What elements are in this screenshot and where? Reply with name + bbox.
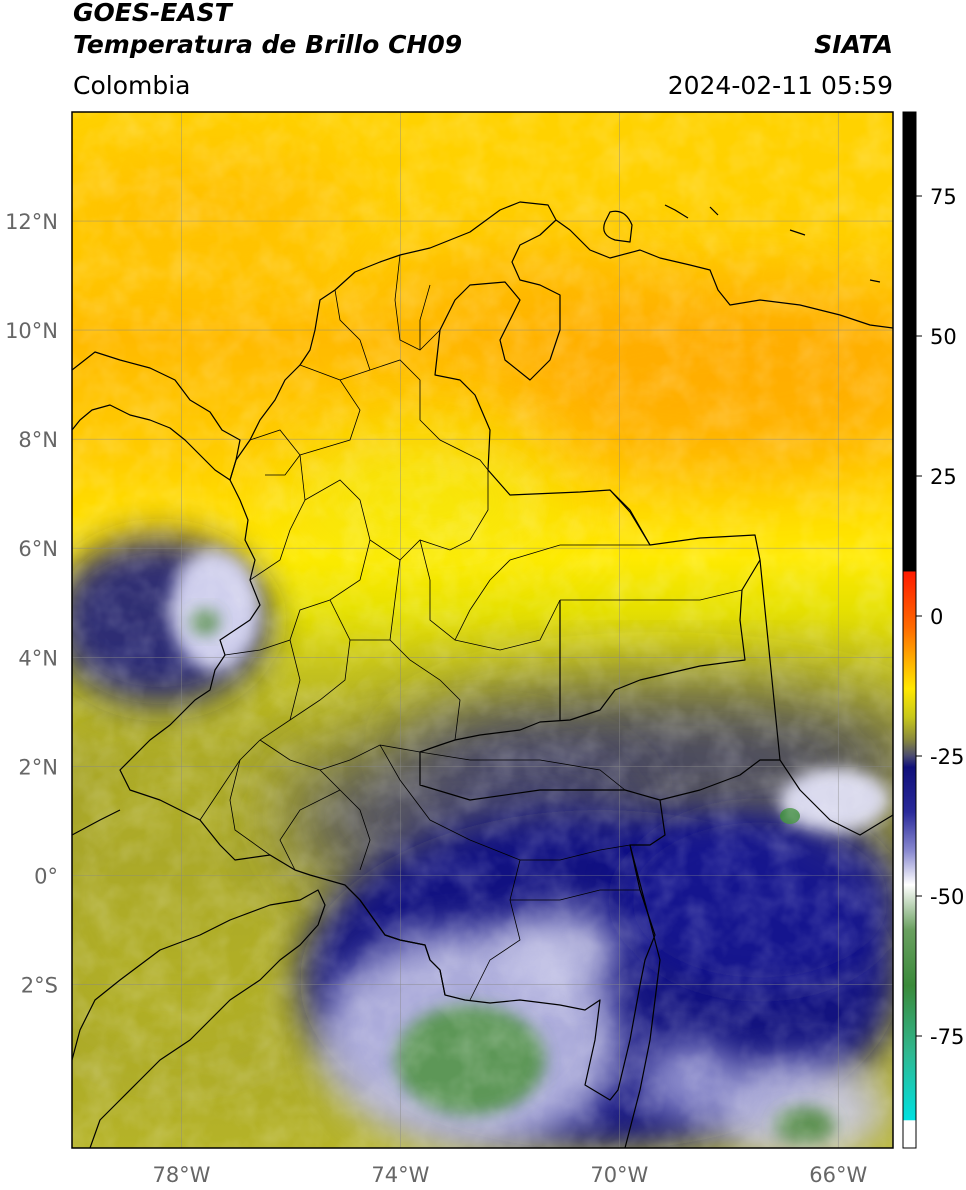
venezuela-colombia-border <box>609 489 651 546</box>
colorbar-tick-label: 50 <box>930 325 957 349</box>
lon-tick-label: 70°W <box>590 1163 648 1187</box>
longitude-labels: 78°W 74°W 70°W 66°W <box>152 1163 867 1187</box>
borders-coastlines <box>72 201 893 1148</box>
east-islands <box>789 229 881 283</box>
map-frame <box>71 111 894 1149</box>
title-line-2: Temperatura de Brillo CH09 <box>73 30 463 59</box>
guyana-border <box>759 559 893 836</box>
lat-tick-label: 4°N <box>18 646 58 670</box>
peru-border <box>344 884 446 996</box>
island-curacao <box>664 204 689 219</box>
island-bonaire <box>709 206 719 216</box>
colorbar-tick-label: -50 <box>930 885 964 909</box>
venezuela-coast <box>555 219 893 329</box>
datetime-label: 2024-02-11 05:59 <box>667 71 893 100</box>
lat-tick-label: 2°N <box>18 755 58 779</box>
source-label: SIATA <box>814 30 893 59</box>
colombia-outline <box>119 201 761 1101</box>
colorbar-tick-label: 75 <box>930 185 957 209</box>
lat-tick-label: 10°N <box>5 319 58 343</box>
title-line-1: GOES-EAST <box>73 0 232 27</box>
brightness-temperature-field <box>72 112 893 1148</box>
island-aruba <box>603 210 633 243</box>
lat-tick-label: 12°N <box>5 210 58 234</box>
panama-coast <box>72 351 241 481</box>
colorbar-tick-label: 0 <box>930 605 943 629</box>
colorbar-bar <box>903 112 916 1148</box>
colorbar-frame <box>902 111 917 1149</box>
latitude-labels: 12°N 10°N 8°N 6°N 4°N 2°N 0° 2°S <box>5 210 58 997</box>
east-internal <box>659 759 780 801</box>
colorbar-tick-label: -75 <box>930 1025 964 1049</box>
lat-tick-label: 6°N <box>18 537 58 561</box>
lat-tick-label: 8°N <box>18 428 58 452</box>
colorbar-tick-label: 25 <box>930 465 957 489</box>
gridlines <box>72 112 893 1148</box>
brazil-peru-border <box>624 844 661 1148</box>
ecuador-peru-coast <box>72 809 326 1148</box>
department-borders <box>199 254 743 1001</box>
lat-tick-label: 0° <box>34 864 58 888</box>
lon-tick-label: 66°W <box>809 1163 867 1187</box>
colorbar-ticks: 75 50 25 0 -25 -50 -75 <box>916 185 964 1049</box>
colorbar: 75 50 25 0 -25 -50 -75 <box>902 111 964 1149</box>
lon-tick-label: 78°W <box>152 1163 210 1187</box>
lat-tick-label: 2°S <box>21 973 58 997</box>
lon-tick-label: 74°W <box>371 1163 429 1187</box>
region-label: Colombia <box>73 71 191 100</box>
colorbar-tick-label: -25 <box>930 745 964 769</box>
